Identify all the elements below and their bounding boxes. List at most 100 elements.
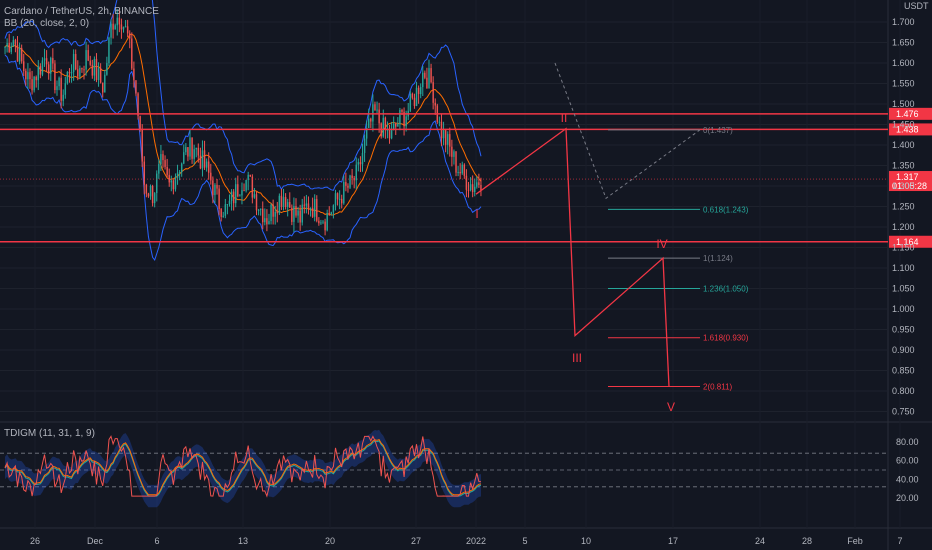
candle-body xyxy=(316,199,318,221)
alternate-projection[interactable] xyxy=(554,62,701,200)
elliott-wave-line[interactable] xyxy=(475,127,670,387)
candle-body xyxy=(384,117,387,131)
candle-body xyxy=(99,68,102,83)
candle-body xyxy=(370,118,372,122)
price-tick-label: 1.600 xyxy=(892,58,915,68)
candle-body xyxy=(322,221,324,223)
candle-body xyxy=(25,70,27,80)
candle-body xyxy=(129,33,131,39)
time-tick-label: 24 xyxy=(755,536,765,546)
candle-body xyxy=(97,68,100,80)
candle-body xyxy=(124,26,127,28)
candle-body xyxy=(4,46,6,48)
candle-body xyxy=(176,172,179,178)
candle-body xyxy=(318,220,320,224)
candle-body xyxy=(218,188,220,209)
candle-body xyxy=(216,184,218,189)
candle-body xyxy=(297,210,299,216)
candle-body xyxy=(10,46,13,52)
candle-body xyxy=(191,137,193,159)
candle-body xyxy=(424,72,426,78)
candle-body xyxy=(309,207,312,209)
candle-body xyxy=(243,190,245,192)
candle-body xyxy=(39,66,42,75)
level-price-tag xyxy=(889,235,932,248)
fib-level-label: 1.618(0.930) xyxy=(703,334,749,343)
candle-body xyxy=(257,209,260,211)
candles xyxy=(4,8,482,236)
candle-body xyxy=(195,147,197,150)
candle-body xyxy=(20,48,23,62)
candle-body xyxy=(126,26,129,34)
candle-body xyxy=(343,182,345,204)
candle-body xyxy=(112,23,114,30)
candle-body xyxy=(232,191,235,204)
candle-body xyxy=(168,174,170,183)
wave-label: II xyxy=(561,111,568,125)
candle-body xyxy=(395,123,397,127)
candle-body xyxy=(295,205,297,216)
candle-body xyxy=(390,128,393,139)
bb-upper-band xyxy=(4,0,482,191)
wave-label: III xyxy=(572,351,582,365)
candle-body xyxy=(374,104,376,111)
candle-body xyxy=(455,151,457,173)
candle-body xyxy=(239,195,241,197)
price-tick-label: 1.150 xyxy=(892,243,915,253)
candle-body xyxy=(347,185,349,188)
bb-lower-band xyxy=(4,54,482,262)
candle-body xyxy=(106,63,108,75)
candle-body xyxy=(361,152,364,165)
candle-body xyxy=(432,82,434,103)
candle-body xyxy=(89,60,91,65)
candle-body xyxy=(87,50,89,61)
candle-body xyxy=(224,204,227,216)
candle-body xyxy=(471,184,474,193)
candle-body xyxy=(118,17,121,25)
candle-body xyxy=(214,184,216,196)
price-tick-label: 1.250 xyxy=(892,202,915,212)
candle-body xyxy=(282,197,285,207)
price-tick-label: 0.950 xyxy=(892,325,915,335)
candle-body xyxy=(330,212,333,215)
candle-body xyxy=(31,79,33,91)
candle-body xyxy=(47,64,50,74)
candle-body xyxy=(149,186,152,197)
candle-body xyxy=(378,109,380,124)
candle-body xyxy=(422,72,424,88)
candle-body xyxy=(237,184,239,197)
candle-body xyxy=(164,160,166,167)
candle-body xyxy=(473,186,476,193)
level-price-tag xyxy=(889,107,932,120)
candle-body xyxy=(207,161,210,173)
candle-body xyxy=(187,147,189,157)
candle-body xyxy=(289,202,291,208)
candle-body xyxy=(133,68,135,81)
candle-body xyxy=(399,109,401,124)
candle-body xyxy=(197,147,200,156)
candle-body xyxy=(185,147,187,153)
candle-body xyxy=(313,199,316,217)
candle-body xyxy=(114,25,116,30)
indicator-rsi-line xyxy=(4,435,482,498)
candle-body xyxy=(357,162,360,165)
candle-body xyxy=(266,218,268,225)
candle-body xyxy=(54,63,56,91)
candle-body xyxy=(158,164,160,174)
candle-body xyxy=(70,71,73,74)
candle-body xyxy=(459,171,461,174)
candle-body xyxy=(110,23,112,38)
level-price-label: 1.438 xyxy=(896,124,919,134)
price-tick-label: 1.000 xyxy=(892,304,915,314)
candle-body xyxy=(139,116,141,130)
candle-body xyxy=(183,152,185,164)
symbol-title: Cardano / TetherUS, 2h, BINANCE xyxy=(4,6,159,17)
level-price-tag xyxy=(889,123,932,136)
price-tick-label: 1.550 xyxy=(892,79,915,89)
fibonacci-levels[interactable]: 0(1.437) 0.618(1.243) 1(1.124) 1.236(1.050)… xyxy=(608,126,749,392)
candle-body xyxy=(359,162,362,165)
